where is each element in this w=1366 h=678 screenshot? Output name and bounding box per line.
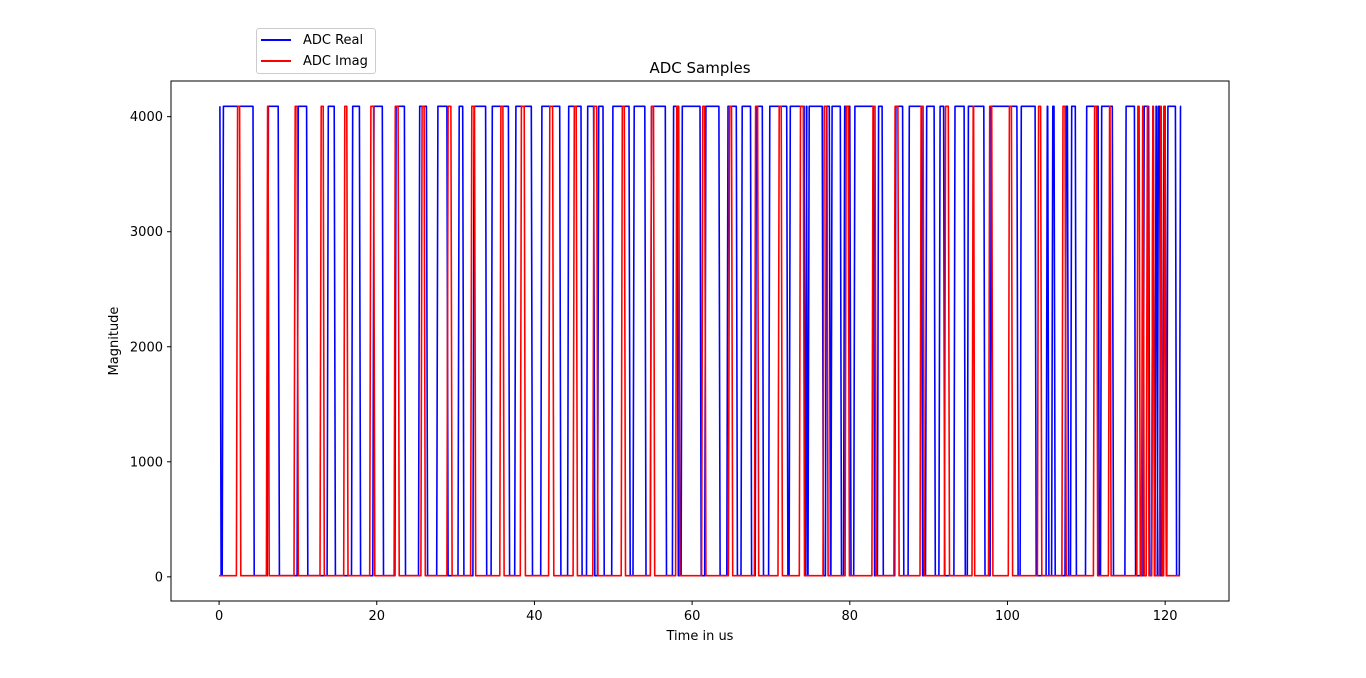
- chart-title: ADC Samples: [649, 59, 750, 77]
- x-tick-label: 40: [526, 609, 543, 624]
- x-tick-label: 100: [995, 609, 1020, 624]
- x-tick-label: 20: [368, 609, 385, 624]
- legend-entry-real: ADC Real: [261, 30, 363, 50]
- y-tick-label: 4000: [130, 110, 163, 125]
- y-tick-label: 3000: [130, 225, 163, 240]
- y-tick-label: 0: [155, 570, 163, 585]
- legend-line-imag: [261, 60, 291, 62]
- legend-label-imag: ADC Imag: [303, 53, 368, 69]
- y-tick-label: 1000: [130, 455, 163, 470]
- x-tick-label: 60: [684, 609, 701, 624]
- y-axis-label: Magnitude: [107, 307, 122, 376]
- x-axis-label: Time in us: [666, 629, 734, 644]
- legend-label-real: ADC Real: [303, 32, 364, 48]
- legend: ADC Real ADC Imag: [256, 28, 376, 74]
- legend-line-real: [261, 39, 291, 41]
- series-line-adc-imag: [219, 105, 1181, 577]
- plot-area-frame: [170, 80, 1230, 602]
- x-tick-label: 80: [842, 609, 859, 624]
- legend-entry-imag: ADC Imag: [261, 51, 368, 71]
- x-tick-label: 120: [1153, 609, 1178, 624]
- ticks-layer: 0 20 40 60 80 100 120 0 1000 2000 3000 4000: [130, 110, 1178, 624]
- x-tick-label: 0: [215, 609, 223, 624]
- y-tick-label: 2000: [130, 340, 163, 355]
- series-layer: [219, 105, 1182, 577]
